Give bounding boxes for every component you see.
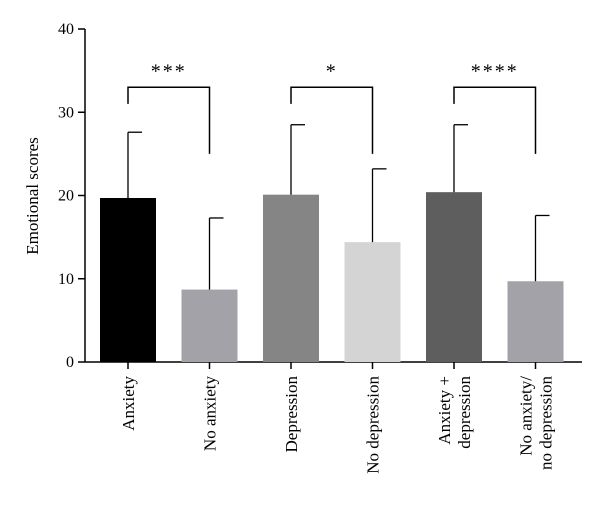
- significance-bracket-2: [453, 86, 537, 154]
- bar-1: [181, 289, 238, 362]
- y-tick-label-20: 20: [58, 188, 74, 205]
- significance-label-1: *: [326, 60, 338, 82]
- y-tick-label-0: 0: [66, 354, 74, 371]
- bar-2: [263, 194, 319, 362]
- significance-bracket-0: [127, 86, 211, 154]
- x-tick-label-5-line-1: no depression: [537, 376, 556, 470]
- bar-5: [507, 281, 564, 362]
- y-axis-label-group: Emotional scores: [23, 137, 42, 255]
- x-tick-label-5: No anxiety/no depression: [517, 376, 556, 470]
- significance-bracket-1: [290, 86, 374, 154]
- y-tick-label-40: 40: [58, 21, 74, 38]
- x-tick-label-0-line-0: Anxiety: [119, 376, 138, 431]
- x-tick-label-1-line-0: No anxiety: [201, 376, 220, 452]
- x-tick-label-2-line-0: Depression: [282, 376, 301, 453]
- y-tick-label-10: 10: [58, 271, 74, 288]
- y-tick-label-30: 30: [58, 104, 74, 121]
- x-tick-label-0: Anxiety: [119, 376, 138, 431]
- y-axis-label: Emotional scores: [23, 137, 42, 255]
- bar-3: [344, 242, 401, 362]
- x-tick-label-4-line-0: Anxiety +: [435, 376, 454, 445]
- plot-area: 0 10 20 30 40 Anxiety No anxiety Depression No d…: [58, 21, 582, 474]
- x-tick-label-3-line-0: No depression: [364, 376, 383, 474]
- x-tick-label-2: Depression: [282, 376, 301, 453]
- bar-0: [100, 197, 156, 362]
- bar-4: [426, 192, 482, 362]
- x-tick-label-1: No anxiety: [201, 376, 220, 452]
- x-tick-label-3: No depression: [364, 376, 383, 474]
- significance-label-0: ***: [151, 60, 187, 82]
- x-tick-label-4: Anxiety +depression: [435, 376, 474, 449]
- x-tick-label-5-line-0: No anxiety/: [517, 376, 536, 456]
- significance-label-2: ****: [471, 60, 519, 82]
- x-tick-label-4-line-1: depression: [455, 376, 474, 449]
